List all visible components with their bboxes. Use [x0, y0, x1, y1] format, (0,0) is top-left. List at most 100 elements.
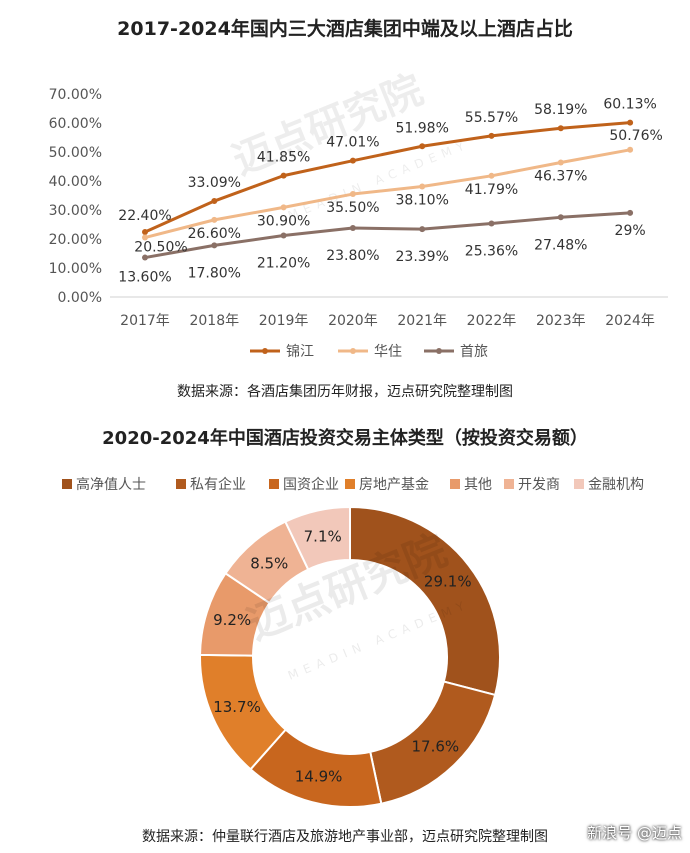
legend-label: 高净值人士 [76, 476, 146, 493]
legend-label: 首旅 [460, 344, 488, 360]
data-point [488, 172, 495, 179]
data-point [557, 159, 564, 166]
legend-swatch [450, 479, 460, 489]
data-label: 23.80% [326, 248, 379, 264]
legend-item: 其他 [450, 477, 492, 493]
data-point [419, 226, 426, 233]
legend-item: 国资企业 [269, 476, 339, 493]
series-line-华住 [144, 148, 631, 240]
data-label: 41.79% [465, 182, 518, 198]
data-point [557, 125, 564, 132]
data-label: 50.76% [609, 128, 662, 144]
data-point [627, 146, 634, 153]
y-tick-label: 40.00% [49, 174, 102, 190]
data-label: 13.60% [118, 270, 171, 286]
data-point [142, 234, 148, 241]
series-line-锦江 [144, 121, 631, 234]
x-tick-label: 2023年 [536, 313, 586, 329]
x-tick-label: 2021年 [397, 313, 447, 329]
legend-swatch [62, 479, 72, 489]
legend-label: 锦江 [286, 343, 314, 360]
data-label: 35.50% [326, 200, 379, 216]
legend-item: 房地产基金 [345, 476, 429, 493]
data-point [349, 224, 356, 231]
data-label: 23.39% [396, 249, 449, 265]
donut-chart-title: 2020-2024年中国酒店投资交易主体类型（按投资交易额） [102, 428, 588, 449]
legend-swatch [345, 479, 355, 489]
legend-item: 华住 [338, 344, 402, 360]
data-point [280, 172, 287, 179]
data-label: 20.50% [134, 240, 187, 256]
legend-item: 私有企业 [176, 476, 246, 493]
donut-chart-source: 数据来源：仲量联行酒店及旅游地产事业部，迈点研究院整理制图 [142, 829, 548, 845]
data-label: 22.40% [118, 208, 171, 224]
data-label: 41.85% [257, 150, 310, 166]
data-label: 55.57% [465, 110, 518, 126]
x-tick-label: 2024年 [605, 313, 655, 329]
data-label: 51.98% [396, 120, 449, 136]
data-point [211, 198, 218, 205]
data-label: 21.20% [257, 256, 310, 272]
data-point [627, 119, 634, 126]
data-point [627, 209, 634, 216]
slice-label: 13.7% [213, 698, 261, 716]
legend-label: 开发商 [518, 477, 560, 493]
legend-label: 华住 [374, 344, 402, 360]
data-point [419, 143, 426, 150]
data-point [557, 214, 564, 221]
y-tick-label: 60.00% [49, 116, 102, 132]
data-label: 58.19% [534, 102, 587, 118]
legend-label: 其他 [464, 477, 492, 493]
data-point [211, 242, 218, 249]
x-tick-label: 2020年 [328, 313, 378, 329]
data-label: 38.10% [396, 193, 449, 209]
x-tick-label: 2019年 [259, 313, 309, 329]
series-line-首旅 [144, 211, 631, 260]
legend-swatch-marker [350, 348, 356, 354]
data-point [419, 183, 426, 190]
data-label: 17.80% [188, 265, 241, 281]
slice-label: 9.2% [213, 611, 251, 629]
y-tick-label: 50.00% [49, 145, 102, 161]
legend-item: 锦江 [250, 343, 314, 360]
legend-swatch [574, 479, 584, 489]
y-tick-label: 20.00% [49, 232, 102, 248]
data-point [349, 191, 356, 198]
data-point [211, 216, 218, 223]
data-label: 29% [615, 223, 646, 239]
slice-label: 14.9% [295, 767, 343, 785]
data-point [488, 220, 495, 227]
legend-swatch [176, 479, 186, 489]
line-chart-title: 2017-2024年国内三大酒店集团中端及以上酒店占比 [117, 18, 573, 40]
donut-slice-高净值人士 [349, 505, 501, 697]
data-label: 25.36% [465, 243, 518, 259]
data-point [280, 232, 287, 239]
legend-label: 私有企业 [190, 476, 246, 493]
slice-label: 29.1% [424, 573, 472, 591]
legend-label: 金融机构 [588, 477, 644, 493]
slice-label: 8.5% [250, 555, 288, 573]
y-tick-label: 10.00% [49, 261, 102, 277]
corner-watermark: 新浪号 @迈点 [587, 824, 682, 842]
line-chart-source: 数据来源：各酒店集团历年财报，迈点研究院整理制图 [177, 384, 513, 400]
y-tick-label: 70.00% [49, 87, 102, 103]
data-point [142, 229, 148, 236]
data-label: 30.90% [257, 213, 310, 229]
data-label: 27.48% [534, 237, 587, 253]
legend-swatch-marker [262, 348, 268, 354]
data-label: 60.13% [603, 97, 656, 113]
y-tick-label: 0.00% [58, 290, 102, 306]
legend-swatch [269, 479, 279, 489]
legend-item: 高净值人士 [62, 476, 146, 493]
slice-label: 7.1% [304, 528, 342, 546]
legend-swatch [504, 479, 514, 489]
data-point [280, 204, 287, 211]
legend-swatch-marker [436, 348, 442, 354]
legend-label: 房地产基金 [359, 476, 429, 493]
legend-label: 国资企业 [283, 476, 339, 493]
legend-item: 首旅 [424, 344, 488, 360]
x-tick-label: 2018年 [189, 313, 239, 329]
x-tick-label: 2022年 [467, 313, 517, 329]
legend-item: 开发商 [504, 477, 560, 493]
